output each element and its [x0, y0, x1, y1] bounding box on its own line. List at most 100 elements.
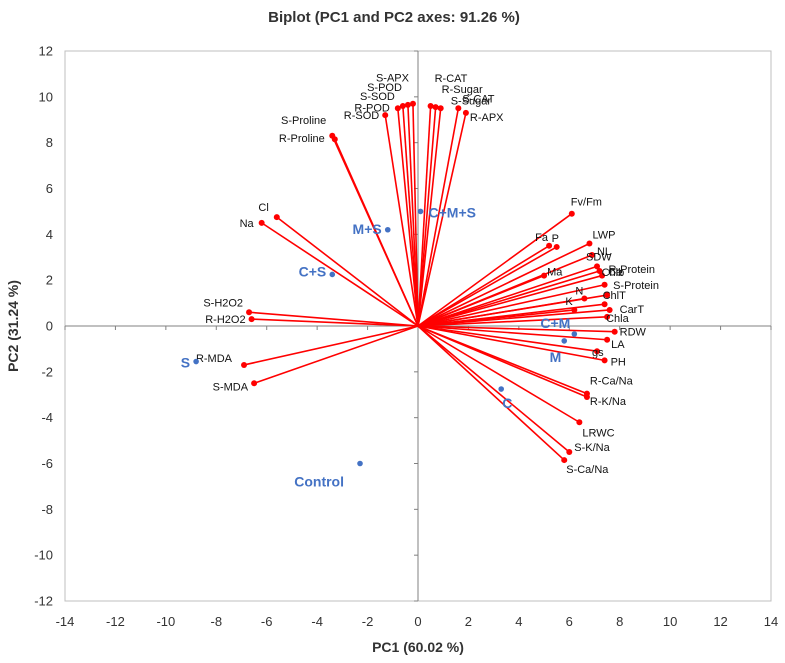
variable-label: ChlT	[603, 290, 627, 302]
variable-point	[246, 309, 253, 316]
variable-label: Ca	[608, 267, 623, 279]
variable-label: PH	[611, 356, 626, 368]
variable-label: gs	[592, 347, 604, 359]
y-tick-label: 4	[46, 227, 53, 242]
variable-point	[596, 268, 603, 274]
variable-point	[601, 357, 608, 364]
variable-label: LRWC	[582, 427, 614, 439]
variable-label: S-APX	[376, 73, 410, 85]
variable-label: Ma	[547, 267, 563, 279]
x-tick-label: 0	[414, 614, 421, 629]
y-axis-title: PC2 (31.24 %)	[5, 280, 21, 372]
y-tick-label: -8	[41, 502, 53, 517]
variable-label: R-MDA	[196, 353, 233, 365]
chart-title: Biplot (PC1 and PC2 axes: 91.26 %)	[268, 9, 520, 26]
variable-point	[427, 103, 434, 109]
variable-point	[409, 100, 416, 107]
variable-point	[606, 306, 613, 313]
variable-vector	[417, 108, 460, 327]
variable-vector	[417, 294, 608, 327]
variable-point	[561, 457, 568, 464]
y-tick-label: 2	[46, 273, 53, 288]
variable-point	[599, 272, 606, 279]
x-tick-label: -2	[362, 614, 374, 629]
variable-point	[604, 292, 611, 299]
variable-vector	[248, 311, 419, 327]
variable-label: S-Sugar	[451, 95, 492, 107]
variable-vector	[243, 325, 419, 366]
variable-vector	[417, 303, 605, 327]
variable-vector	[417, 325, 605, 362]
variable-vector	[417, 325, 608, 341]
variable-label: LWP	[592, 230, 615, 242]
variable-point	[273, 214, 280, 221]
variable-point	[248, 316, 255, 323]
observation-point	[571, 331, 578, 337]
x-tick-label: 6	[566, 614, 573, 629]
observation-point	[561, 338, 568, 344]
variable-vector	[251, 318, 419, 327]
variable-point	[432, 104, 439, 111]
variable-point	[588, 251, 595, 258]
variable-point	[541, 272, 548, 279]
variable-vector	[417, 325, 615, 333]
variable-vector	[412, 103, 419, 327]
variable-point	[553, 243, 560, 250]
x-tick-label: -8	[211, 614, 223, 629]
observation-label: S	[181, 355, 190, 371]
x-axis-title: PC1 (60.02 %)	[372, 639, 464, 655]
variable-point	[546, 242, 553, 249]
variable-vector	[417, 309, 610, 327]
observation-label: M+S	[353, 221, 382, 237]
y-tick-label: 12	[39, 44, 53, 59]
variable-point	[566, 449, 573, 456]
x-tick-label: -12	[106, 614, 125, 629]
variable-point	[462, 109, 469, 116]
variable-label: N	[575, 286, 583, 298]
variable-vector	[253, 325, 419, 385]
x-tick-label: 4	[515, 614, 522, 629]
variable-vector	[417, 107, 437, 327]
variable-label: S-POD	[367, 82, 402, 94]
variable-vector	[276, 216, 419, 327]
variable-vector	[417, 316, 608, 327]
variable-point	[241, 361, 248, 368]
variable-point	[586, 240, 593, 247]
variable-label: R-SOD	[344, 110, 380, 122]
variable-point	[455, 105, 462, 112]
variable-vector	[407, 104, 419, 327]
variable-label: R-CAT	[435, 73, 468, 85]
variable-vector	[417, 325, 598, 353]
x-tick-label: -6	[261, 614, 273, 629]
variable-vectors: S-APX R-CAT S-POD R-Sugar S-SOD S-Sugar R-POD S…	[196, 73, 659, 476]
y-tick-label: 10	[39, 89, 53, 104]
variable-point	[568, 210, 575, 217]
variable-label: R-Sugar	[442, 84, 483, 96]
variable-vector	[417, 274, 603, 327]
observation-label: C	[502, 395, 512, 411]
variable-vector	[261, 222, 419, 327]
x-tick-label: 8	[616, 614, 623, 629]
observation-point	[384, 226, 391, 233]
variable-vector	[417, 270, 600, 327]
observation-label: C+M+S	[429, 204, 476, 220]
y-tick-label: -2	[41, 364, 53, 379]
variable-label: Fv/Fm	[571, 197, 602, 209]
observation-label: M	[550, 349, 562, 365]
variable-point	[437, 105, 444, 112]
variable-label: Na	[240, 218, 255, 230]
variable-label: R-K/Na	[590, 396, 627, 408]
variable-label: SDW	[586, 251, 612, 263]
variable-vector	[417, 325, 580, 423]
variable-vector	[417, 105, 432, 327]
variable-vector	[417, 112, 467, 327]
x-tick-labels: -14 -12 -10 -8 -6 -4 -2 0 2 4 6 8 10 12 14	[56, 326, 778, 629]
variable-label: S-SOD	[360, 91, 395, 103]
x-tick-label: 10	[663, 614, 677, 629]
variable-label: R-Protein	[609, 264, 655, 276]
variable-vector	[417, 265, 598, 327]
y-tick-label: -12	[34, 594, 53, 609]
variable-label: Chlb	[602, 267, 625, 279]
x-tick-label: 14	[764, 614, 778, 629]
